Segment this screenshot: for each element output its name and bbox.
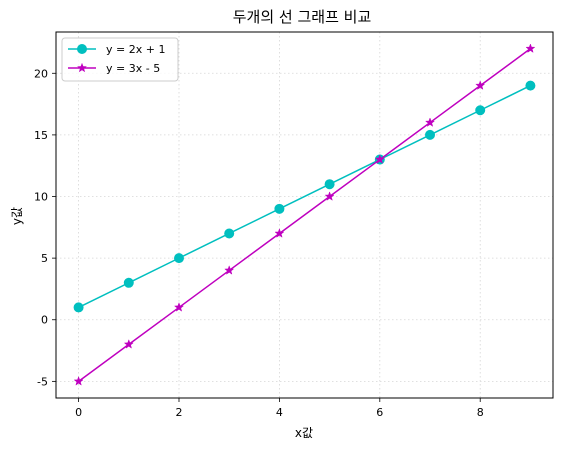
legend-item: y = 2x + 1 (68, 43, 165, 56)
data-point (123, 339, 134, 349)
y-tick-label: 0 (41, 314, 48, 327)
y-tick-label: 15 (34, 129, 48, 142)
data-point (475, 105, 486, 116)
data-point (525, 43, 536, 53)
data-point (73, 302, 84, 313)
data-point (475, 80, 486, 90)
y-tick-label: 20 (34, 67, 48, 80)
data-point (73, 376, 84, 386)
legend: y = 2x + 1 y = 3x - 5 (61, 37, 179, 82)
plot-frame (55, 31, 554, 399)
series-2 (73, 43, 536, 386)
data-point (274, 228, 285, 238)
data-point (224, 265, 235, 275)
data-point (173, 302, 185, 312)
data-point (274, 203, 285, 214)
data-point (123, 277, 134, 288)
y-tick-label: -5 (37, 375, 48, 388)
data-point (324, 179, 335, 190)
data-point (324, 191, 335, 201)
data-point (525, 80, 536, 91)
x-tick-label: 2 (175, 406, 182, 419)
data-point (425, 129, 436, 140)
x-tick-label: 6 (376, 406, 383, 419)
legend-item: y = 3x - 5 (68, 62, 160, 75)
x-tick-label: 4 (276, 406, 283, 419)
chart-title: 두개의 선 그래프 비교 (233, 8, 372, 26)
x-axis-ticks: 0 2 4 6 8 (75, 398, 484, 419)
data-point (374, 154, 385, 164)
x-tick-label: 0 (75, 406, 82, 419)
y-axis-ticks: -5 0 5 10 15 20 (34, 67, 56, 388)
series-1 (73, 80, 536, 313)
x-axis-label: x값 (295, 426, 313, 440)
y-tick-label: 5 (41, 252, 48, 265)
legend-label: y = 3x - 5 (106, 62, 160, 75)
y-axis-label: y값 (10, 207, 24, 225)
legend-marker (77, 44, 87, 54)
series-line (78, 84, 531, 309)
legend-marker (76, 62, 88, 73)
data-point (173, 253, 184, 264)
x-tick-label: 8 (477, 406, 484, 419)
y-tick-label: 10 (34, 191, 48, 204)
data-point (224, 228, 235, 239)
series-line (78, 48, 531, 382)
data-point (424, 117, 436, 127)
legend-label: y = 2x + 1 (106, 43, 165, 56)
series-layer (73, 43, 536, 386)
